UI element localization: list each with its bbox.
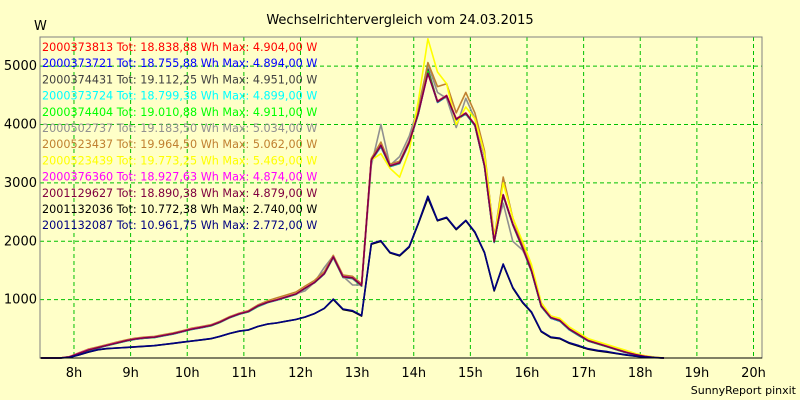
legend-entry-9: 2001129627 Tot: 18.890,38 Wh Max: 4.879,… [42, 187, 317, 200]
y-axis-label: W [34, 19, 47, 34]
series-line-11 [41, 195, 665, 359]
legend-entry-0: 2000373813 Tot: 18.838,88 Wh Max: 4.904,… [42, 41, 317, 54]
series-line-9 [41, 72, 665, 359]
y-tick-label-0: 1000 [4, 293, 37, 308]
x-tick-label-0: 8h [66, 366, 83, 381]
x-tick-label-9: 17h [571, 366, 596, 381]
legend-entry-10: 2001132036 Tot: 10.772,38 Wh Max: 2.740,… [42, 203, 317, 216]
x-tick-label-3: 11h [231, 366, 256, 381]
legend-entry-4: 2000374404 Tot: 19.010,88 Wh Max: 4.911,… [42, 106, 317, 119]
legend-entry-3: 2000373724 Tot: 18.799,38 Wh Max: 4.899,… [42, 90, 317, 103]
footer-credit: SunnyReport pinxit [691, 384, 797, 397]
x-tick-label-6: 14h [401, 366, 426, 381]
y-tick-label-3: 4000 [4, 118, 37, 133]
legend-entry-1: 2000373721 Tot: 18.755,88 Wh Max: 4.894,… [42, 57, 317, 70]
x-tick-label-2: 10h [175, 366, 200, 381]
x-tick-label-8: 16h [515, 366, 540, 381]
x-tick-label-10: 18h [628, 366, 653, 381]
legend-entry-6: 2000523437 Tot: 19.964,50 Wh Max: 5.062,… [42, 138, 317, 151]
legend-entry-11: 2001132087 Tot: 10.961,75 Wh Max: 2.772,… [42, 219, 317, 232]
x-tick-label-11: 19h [684, 366, 709, 381]
tick-labels: 8h 9h 10h 11h 12h 13h 14h 15h 16h 17h 18h 19h 20h 100… [4, 59, 766, 381]
legend: 2000373813 Tot: 18.838,88 Wh Max: 4.904,… [42, 41, 317, 232]
x-tick-label-7: 15h [458, 366, 483, 381]
legend-entry-5: 2000502737 Tot: 19.183,50 Wh Max: 5.034,… [42, 122, 317, 135]
series-lines [41, 37, 665, 359]
x-tick-label-5: 13h [345, 366, 370, 381]
x-tick-label-4: 12h [288, 366, 313, 381]
y-tick-label-1: 2000 [4, 234, 37, 249]
x-tick-label-1: 9h [122, 366, 139, 381]
chart-title: Wechselrichtervergleich vom 24.03.2015 [266, 13, 533, 28]
y-tick-label-2: 3000 [4, 176, 37, 191]
legend-entry-8: 2000376360 Tot: 18.927,63 Wh Max: 4.874,… [42, 171, 317, 184]
legend-entry-2: 2000374431 Tot: 19.112,25 Wh Max: 4.951,… [42, 73, 317, 86]
legend-entry-7: 2000523439 Tot: 19.773,25 Wh Max: 5.469,… [42, 154, 317, 167]
y-tick-label-4: 5000 [4, 59, 37, 74]
x-tick-label-12: 20h [741, 366, 766, 381]
axes [39, 36, 763, 359]
grid [40, 37, 762, 358]
